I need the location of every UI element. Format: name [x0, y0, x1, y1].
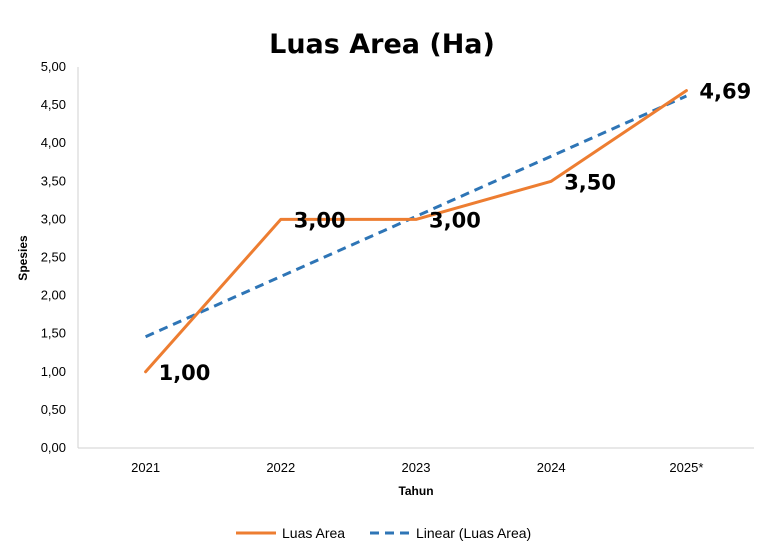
data-labels: 1,00 3,00 3,00 3,50 4,69 [159, 80, 752, 385]
x-tick-label: 2023 [402, 460, 431, 475]
y-tick-label: 2,00 [41, 288, 66, 303]
x-tick-label: 2022 [266, 460, 295, 475]
y-tick-label: 1,50 [41, 326, 66, 341]
legend: Luas Area Linear (Luas Area) [236, 525, 531, 541]
data-label: 4,69 [699, 80, 751, 104]
y-tick-label: 4,00 [41, 135, 66, 150]
x-tick-label: 2024 [537, 460, 566, 475]
legend-label: Luas Area [282, 525, 345, 541]
data-label: 3,50 [564, 170, 616, 194]
y-tick-label: 4,50 [41, 97, 66, 112]
x-tick-label: 2025* [669, 460, 703, 475]
series-layer [144, 89, 688, 374]
y-tick-label: 2,50 [41, 250, 66, 265]
trendline-series [144, 94, 688, 339]
y-tick-label: 5,00 [41, 59, 66, 74]
data-label: 3,00 [429, 208, 481, 232]
main-series-line [144, 89, 688, 374]
y-tick-label: 0,00 [41, 440, 66, 455]
y-tick-label: 3,50 [41, 173, 66, 188]
legend-item: Linear (Luas Area) [370, 525, 531, 541]
y-axis-title: Spesies [16, 235, 30, 281]
y-axis-ticks: 0,00 0,50 1,00 1,50 2,00 2,50 3,00 3,50 4,00 4,50… [41, 59, 66, 455]
legend-item: Luas Area [236, 525, 345, 541]
data-label: 1,00 [159, 361, 211, 385]
y-tick-label: 1,00 [41, 364, 66, 379]
chart-title: Luas Area (Ha) [269, 29, 495, 60]
y-tick-label: 0,50 [41, 402, 66, 417]
data-label: 3,00 [294, 208, 346, 232]
x-axis-ticks: 2021 2022 2023 2024 2025* [131, 460, 703, 475]
legend-label: Linear (Luas Area) [416, 525, 531, 541]
y-tick-label: 3,00 [41, 211, 66, 226]
x-tick-label: 2021 [131, 460, 160, 475]
x-axis-title: Tahun [398, 484, 433, 498]
